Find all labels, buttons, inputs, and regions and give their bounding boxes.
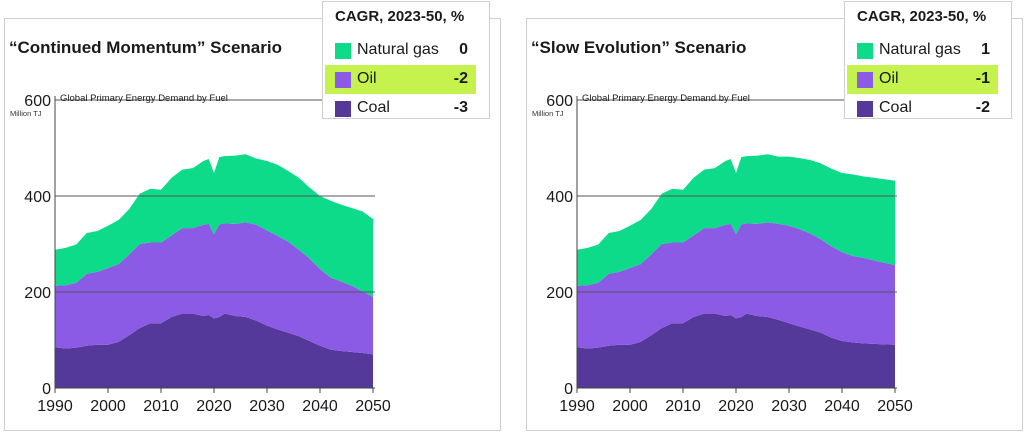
y-tick-label: 600 (24, 93, 51, 110)
y-tick-label: 400 (24, 189, 51, 206)
x-tick-label: 2000 (612, 398, 648, 415)
chart-title: “Continued Momentum” Scenario (9, 38, 282, 57)
x-tick-label: 2050 (877, 398, 913, 415)
legend-swatch (335, 72, 351, 88)
legend-item-coal: Coal -2 (847, 94, 998, 123)
x-tick-label: 2030 (249, 398, 285, 415)
legend-swatch (857, 101, 873, 117)
x-tick-label: 1990 (559, 398, 595, 415)
y-tick-label: 0 (42, 381, 51, 398)
y-axis-unit: Million TJ (532, 109, 564, 118)
legend-item-oil: Oil -1 (847, 65, 998, 94)
x-tick-label: 2000 (90, 398, 126, 415)
legend-label: Coal (357, 99, 390, 116)
legend-label: Coal (879, 99, 912, 116)
area-natural-gas (577, 154, 895, 286)
x-tick-label: 1990 (37, 398, 73, 415)
legend-title: CAGR, 2023-50, % (335, 8, 465, 25)
x-tick-label: 2040 (824, 398, 860, 415)
area-oil (55, 222, 373, 355)
area-natural-gas (55, 154, 373, 297)
chart-subtitle: Global Primary Energy Demand by Fuel (60, 93, 228, 104)
legend-cagr-value: 0 (459, 41, 468, 58)
legend-label: Natural gas (357, 41, 439, 58)
x-tick-label: 2020 (718, 398, 754, 415)
legend-label: Natural gas (879, 41, 961, 58)
legend-item-coal: Coal -3 (325, 94, 476, 123)
cagr-legend: CAGR, 2023-50, % Natural gas 1 Oil -1 Coal -2 (844, 1, 1012, 119)
x-tick-label: 2040 (302, 398, 338, 415)
chart-svg: “Slow Evolution” Scenario 0 200 400 600Milli… (531, 38, 913, 415)
y-tick-label: 200 (546, 285, 573, 302)
x-tick-label: 2010 (143, 398, 179, 415)
x-tick-label: 2030 (771, 398, 807, 415)
legend-item-natural-gas: Natural gas 1 (847, 36, 998, 65)
area-coal (577, 313, 895, 388)
legend-cagr-value: -3 (453, 99, 468, 116)
y-tick-label: 600 (546, 93, 573, 110)
y-axis-unit: Million TJ (10, 109, 42, 118)
legend-swatch (335, 43, 351, 59)
y-tick-label: 0 (564, 381, 573, 398)
x-tick-label: 2010 (665, 398, 701, 415)
chart-panel-continued-momentum: “Continued Momentum” Scenario 0 200 400 600 M… (4, 1, 501, 431)
chart-svg: “Continued Momentum” Scenario 0 200 400 600M… (9, 38, 391, 415)
legend-title: CAGR, 2023-50, % (857, 8, 987, 25)
legend-item-oil: Oil -2 (325, 65, 476, 94)
legend-cagr-value: -2 (975, 99, 990, 116)
legend-cagr-value: -2 (453, 70, 468, 87)
legend-swatch (857, 72, 873, 88)
legend-cagr-value: -1 (975, 70, 990, 87)
x-tick-label: 2050 (355, 398, 391, 415)
legend-cagr-value: 1 (981, 41, 990, 58)
legend-swatch (335, 101, 351, 117)
area-coal (55, 313, 373, 388)
x-tick-label: 2020 (196, 398, 232, 415)
area-oil (577, 222, 895, 349)
cagr-legend: CAGR, 2023-50, % Natural gas 0 Oil -2 Coal -3 (322, 1, 490, 119)
chart-title: “Slow Evolution” Scenario (531, 38, 746, 57)
chart-panel-slow-evolution: “Slow Evolution” Scenario 0 200 400 600 Milli… (526, 1, 1023, 431)
legend-label: Oil (879, 70, 899, 87)
chart-subtitle: Global Primary Energy Demand by Fuel (582, 93, 750, 104)
y-tick-label: 400 (546, 189, 573, 206)
y-tick-label: 200 (24, 285, 51, 302)
legend-item-natural-gas: Natural gas 0 (325, 36, 476, 65)
legend-swatch (857, 43, 873, 59)
legend-label: Oil (357, 70, 377, 87)
